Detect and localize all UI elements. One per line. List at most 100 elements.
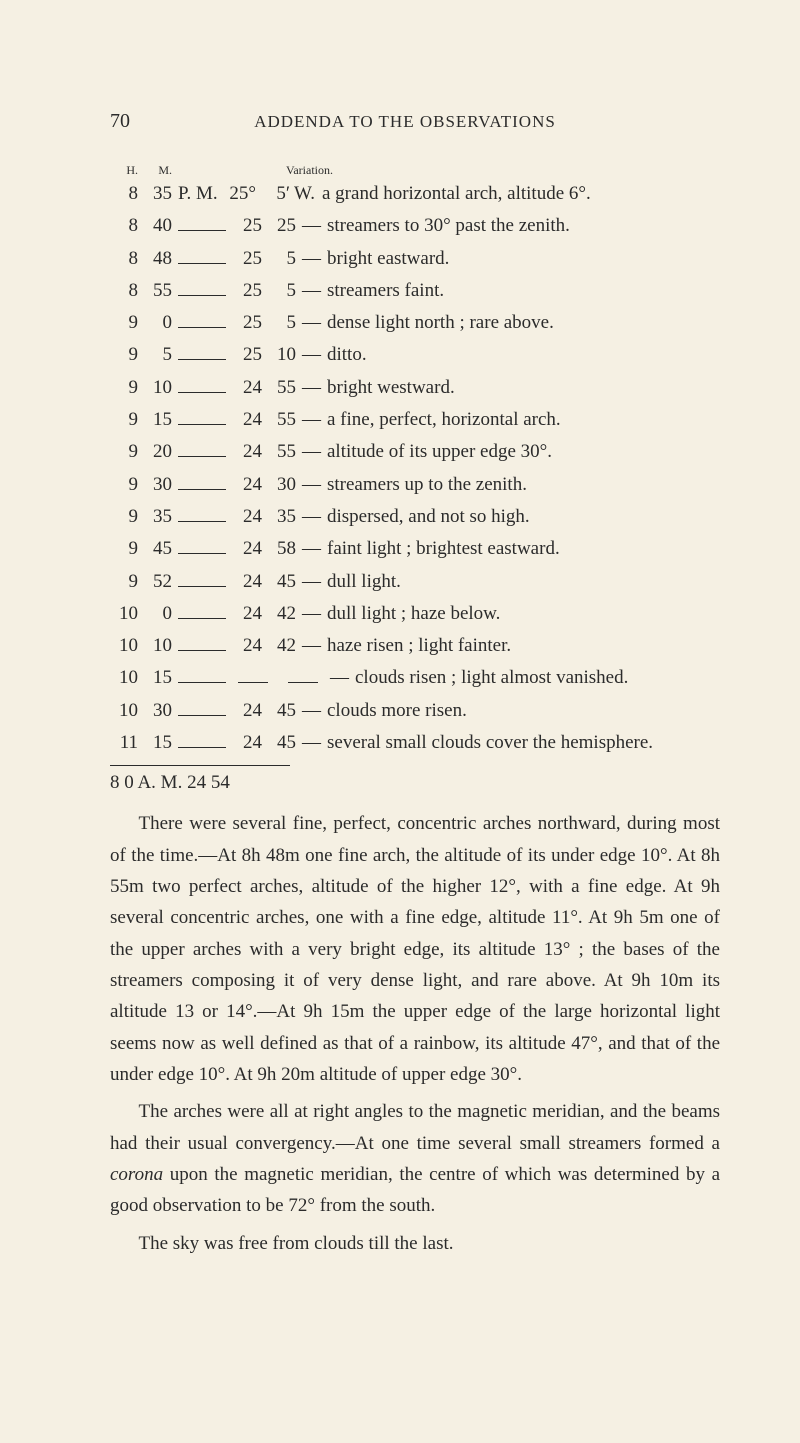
cell-minutes: 5′	[260, 178, 290, 210]
cell-minutes: 45	[266, 695, 296, 727]
body-text: There were several fine, perfect, concen…	[110, 808, 720, 1259]
rule-dash	[178, 381, 226, 392]
cell-degrees: 24	[232, 501, 262, 533]
cell-degrees: 24	[232, 695, 262, 727]
cell-degrees: 25	[232, 210, 262, 242]
cell-degrees: 25	[232, 339, 262, 371]
rule-dash	[178, 220, 226, 231]
cell-hour: 10	[110, 598, 138, 630]
em-dash: —	[302, 243, 321, 275]
cell-hour: 9	[110, 436, 138, 468]
cell-degrees: 25°	[226, 178, 256, 210]
cell-description: haze risen ; light fainter.	[327, 630, 720, 662]
em-dash: —	[302, 566, 321, 598]
cell-degrees: 25	[232, 307, 262, 339]
rule-dash	[178, 607, 226, 618]
cell-hour: 9	[110, 404, 138, 436]
col-head-h: H.	[110, 163, 138, 178]
cell-minute: 30	[142, 695, 172, 727]
cell-description: dull light.	[327, 566, 720, 598]
cell-minute: 40	[142, 210, 172, 242]
rule-dash	[178, 349, 226, 360]
em-dash: —	[302, 372, 321, 404]
table-row: 9152455—a fine, perfect, horizontal arch…	[110, 404, 720, 436]
cell-minute: 35	[142, 178, 172, 210]
cell-minute: 45	[142, 533, 172, 565]
cell-hour: 8	[110, 243, 138, 275]
cell-degrees: 25	[232, 275, 262, 307]
column-headings: H. M. Variation.	[110, 163, 720, 178]
rule-dash	[178, 252, 226, 263]
rule-dash	[178, 414, 226, 425]
cell-description: dull light ; haze below.	[327, 598, 720, 630]
rule-dash	[178, 446, 226, 457]
cell-minutes: 25	[266, 210, 296, 242]
cell-hour: 9	[110, 372, 138, 404]
cell-minutes: 5	[266, 275, 296, 307]
cell-minute: 15	[142, 404, 172, 436]
cell-description: bright eastward.	[327, 243, 720, 275]
page: 70 ADDENDA TO THE OBSERVATIONS H. M. Var…	[0, 0, 800, 1443]
table-row: 1015—clouds risen ; light almost vanishe…	[110, 662, 720, 694]
table-row: 10302445—clouds more risen.	[110, 695, 720, 727]
table-row: 9202455—altitude of its upper edge 30°.	[110, 436, 720, 468]
cell-minutes: 45	[266, 727, 296, 759]
cell-hour: 8	[110, 275, 138, 307]
cell-minute: 55	[142, 275, 172, 307]
observation-table: 835P. M.25°5′W.a grand horizontal arch, …	[110, 178, 720, 759]
cell-description: dense light north ; rare above.	[327, 307, 720, 339]
em-dash: —	[302, 598, 321, 630]
cell-minutes: 55	[266, 436, 296, 468]
cell-degrees: 24	[232, 404, 262, 436]
em-dash: —	[302, 695, 321, 727]
rule-dash	[238, 672, 268, 683]
cell-hour: 11	[110, 727, 138, 759]
cell-hour: 9	[110, 501, 138, 533]
cell-degrees: 24	[232, 469, 262, 501]
table-row: 9352435—dispersed, and not so high.	[110, 501, 720, 533]
cell-hour: 10	[110, 630, 138, 662]
cell-minutes: 10	[266, 339, 296, 371]
rule-dash	[178, 704, 226, 715]
italic-term: corona	[110, 1164, 163, 1185]
cell-description: clouds more risen.	[327, 695, 720, 727]
em-dash: —	[302, 339, 321, 371]
em-dash: —	[302, 533, 321, 565]
table-row: 90255—dense light north ; rare above.	[110, 307, 720, 339]
running-title: ADDENDA TO THE OBSERVATIONS	[90, 112, 720, 132]
cell-minutes: 42	[266, 598, 296, 630]
table-row: 10102442—haze risen ; light fainter.	[110, 630, 720, 662]
cell-description: streamers faint.	[327, 275, 720, 307]
cell-minutes: 55	[266, 404, 296, 436]
cell-minute: 5	[142, 339, 172, 371]
table-row: 848255—bright eastward.	[110, 243, 720, 275]
em-dash: —	[330, 662, 349, 694]
page-header: 70 ADDENDA TO THE OBSERVATIONS	[110, 110, 720, 133]
em-dash: —	[302, 436, 321, 468]
rule-dash	[178, 511, 226, 522]
cell-degrees: 24	[232, 630, 262, 662]
cell-minute: 30	[142, 469, 172, 501]
table-row: 1002442—dull light ; haze below.	[110, 598, 720, 630]
paragraph: There were several fine, perfect, concen…	[110, 808, 720, 1090]
cell-description: a fine, perfect, horizontal arch.	[327, 404, 720, 436]
em-dash: —	[302, 630, 321, 662]
em-dash: —	[302, 501, 321, 533]
cell-minutes: 45	[266, 566, 296, 598]
rule-dash	[178, 543, 226, 554]
cell-minutes: 35	[266, 501, 296, 533]
col-head-m: M.	[142, 163, 172, 178]
cell-minutes: 42	[266, 630, 296, 662]
cell-meridiem: P. M.	[178, 178, 226, 210]
cell-description: several small clouds cover the hemispher…	[327, 727, 720, 759]
rule-dash	[288, 672, 318, 683]
table-row: 9302430—streamers up to the zenith.	[110, 469, 720, 501]
table-row: 9452458—faint light ; brightest eastward…	[110, 533, 720, 565]
cell-description: clouds risen ; light almost vanished.	[355, 662, 720, 694]
em-dash: —	[302, 307, 321, 339]
cell-description: streamers up to the zenith.	[327, 469, 720, 501]
rule-dash	[178, 737, 226, 748]
cell-description: faint light ; brightest eastward.	[327, 533, 720, 565]
cell-hour: 9	[110, 533, 138, 565]
cell-minute: 15	[142, 662, 172, 694]
